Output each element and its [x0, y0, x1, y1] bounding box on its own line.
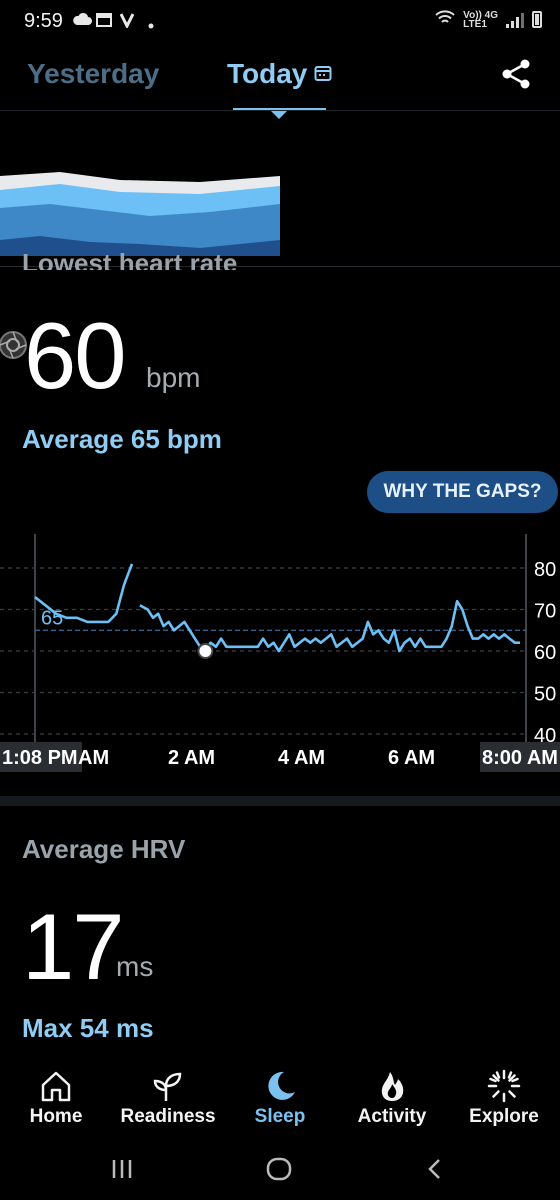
- why-the-gaps-button[interactable]: WHY THE GAPS?: [367, 471, 558, 513]
- app-notification-icon: [119, 12, 135, 31]
- network-label: Vo)) 4G LTE1: [463, 9, 498, 30]
- average-hrv-unit: ms: [116, 951, 154, 982]
- nav-sleep-label: Sleep: [254, 1106, 306, 1127]
- y-tick-label: 70: [534, 601, 556, 623]
- sprout-icon: [153, 1072, 182, 1101]
- average-hr: Average 65 bpm: [22, 424, 222, 454]
- max-hrv: Max 54 ms: [22, 1013, 154, 1043]
- y-tick-label: 40: [534, 725, 556, 747]
- nav-explore-label: Explore: [469, 1106, 539, 1127]
- x-tick-label: 8:00 AM: [482, 747, 558, 769]
- nav-activity[interactable]: Activity: [336, 1058, 448, 1128]
- active-tab-caret: [270, 110, 288, 119]
- tab-yesterday[interactable]: Yesterday: [27, 58, 160, 89]
- heart-rate-chart: 80 70 60 50 40 65 1:08 PM AM 2 AM 4 AM 6 AM 8:00 AM: [0, 534, 560, 772]
- network-top: Vo)) 4G: [463, 9, 498, 21]
- status-indicators: Vo)) 4G LTE1: [435, 10, 542, 29]
- average-hrv-label: Average HRV: [22, 834, 186, 864]
- nav-sleep[interactable]: Sleep: [224, 1058, 336, 1128]
- cloud-icon: [72, 12, 92, 29]
- y-tick-label: 50: [534, 684, 556, 706]
- x-tick-label: 6 AM: [388, 747, 435, 769]
- y-tick-label: 80: [534, 559, 556, 581]
- nav-explore[interactable]: Explore: [448, 1058, 560, 1128]
- lowest-hr-marker: [197, 643, 214, 659]
- tab-today[interactable]: Today: [227, 58, 308, 89]
- nav-activity-label: Activity: [357, 1106, 427, 1127]
- wifi-icon: [435, 10, 455, 29]
- x-tick-label: 2 AM: [168, 747, 215, 769]
- x-tick-label: 1:08 PM: [2, 747, 78, 769]
- calendar-status-icon: [96, 12, 112, 31]
- home-circle-icon[interactable]: [266, 1157, 292, 1181]
- heart-rate-line: [34, 563, 134, 624]
- lowest-hr-label: Lowest heart rate: [22, 248, 238, 270]
- average-line-label: 65: [41, 607, 63, 629]
- dot-icon: [148, 16, 154, 32]
- flame-icon: [381, 1072, 404, 1101]
- nav-readiness-label: Readiness: [120, 1106, 216, 1127]
- section-divider: [0, 266, 560, 267]
- x-tick-box: [480, 742, 560, 772]
- x-tick-box: [0, 742, 82, 772]
- x-tick-label: 4 AM: [278, 747, 325, 769]
- lowest-hr-value: 60: [24, 303, 127, 408]
- back-icon[interactable]: [426, 1158, 442, 1180]
- moon-icon: [268, 1071, 295, 1100]
- nav-home[interactable]: Home: [0, 1058, 112, 1128]
- nav-readiness[interactable]: Readiness: [112, 1058, 224, 1128]
- sleep-stages-graph: [0, 168, 280, 261]
- heart-rate-line: [139, 599, 520, 653]
- x-tick-label: AM: [78, 747, 109, 769]
- network-bottom: LTE1: [463, 18, 487, 30]
- home-icon: [41, 1071, 71, 1102]
- average-hrv-value: 17: [22, 894, 125, 999]
- status-time: 9:59: [24, 10, 63, 32]
- header-divider: [0, 110, 560, 111]
- burst-icon: [487, 1069, 521, 1103]
- system-nav-bar: [0, 1140, 560, 1200]
- recents-icon[interactable]: [110, 1158, 134, 1180]
- section-divider-thick: [0, 796, 560, 806]
- nav-home-label: Home: [29, 1106, 83, 1127]
- camera-lens-icon[interactable]: [0, 330, 28, 360]
- share-icon[interactable]: [498, 56, 534, 92]
- signal-icon: [506, 12, 524, 28]
- battery-icon: [532, 11, 542, 28]
- calendar-icon[interactable]: [314, 64, 332, 87]
- y-tick-label: 60: [534, 642, 556, 664]
- bottom-nav: Home Readiness Sleep Activity Explore: [0, 1058, 560, 1138]
- lowest-hr-unit: bpm: [146, 362, 201, 393]
- active-tab-indicator: [233, 108, 326, 111]
